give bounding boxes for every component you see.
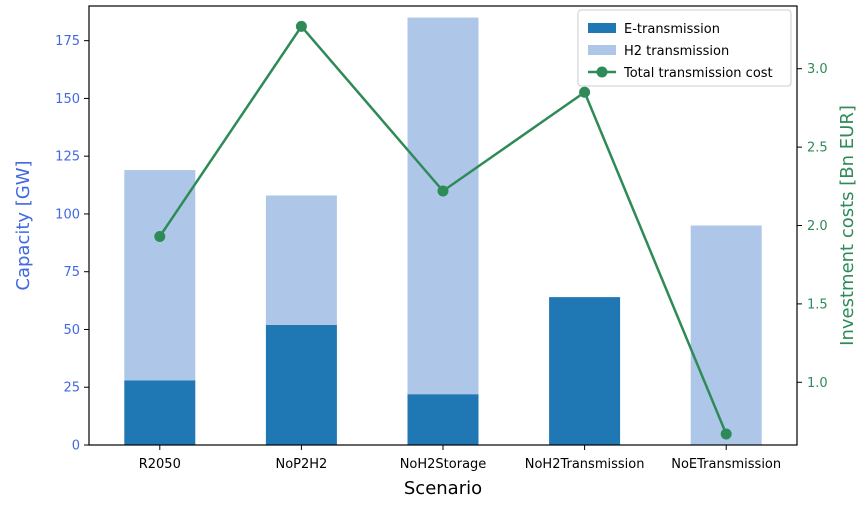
x-tick-label-noh2storage: NoH2Storage: [400, 457, 487, 472]
point-total-transmission-cost-noh2transmission: [579, 86, 591, 98]
legend-label-h2-transmission: H2 transmission: [624, 44, 729, 59]
bar-h2-transmission-r2050: [124, 170, 196, 381]
y-tick-label: 25: [63, 381, 80, 396]
bar-h2-transmission-nop2h2: [265, 195, 337, 325]
x-tick-label-noetransmission: NoETransmission: [671, 457, 781, 472]
legend-label-e-transmission: E-transmission: [624, 22, 720, 37]
x-tick-label-r2050: R2050: [139, 457, 181, 472]
x-axis-title: Scenario: [404, 478, 482, 499]
bar-e-transmission-noh2storage: [407, 394, 479, 445]
y2-tick-label: 3.0: [807, 62, 828, 77]
y-tick-label: 0: [72, 439, 80, 454]
y2-tick-label: 1.0: [807, 376, 828, 391]
y2-tick-label: 2.5: [807, 141, 828, 156]
y2-tick-label: 1.5: [807, 297, 828, 312]
bar-h2-transmission-noh2storage: [407, 17, 479, 395]
point-total-transmission-cost-noh2storage: [437, 185, 449, 197]
x-tick-label-nop2h2: NoP2H2: [275, 457, 327, 472]
point-total-transmission-cost-r2050: [154, 230, 166, 242]
y-tick-label: 150: [55, 92, 80, 107]
point-total-transmission-cost-nop2h2: [295, 20, 307, 32]
legend-box: [577, 9, 792, 87]
legend-swatch-e-transmission: [588, 23, 616, 33]
y2-axis-title: Investment costs [Bn EUR]: [837, 105, 858, 346]
y-tick-label: 175: [55, 34, 80, 49]
legend-marker-total-transmission-cost: [596, 66, 608, 78]
x-tick-label-noh2transmission: NoH2Transmission: [525, 457, 645, 472]
y-tick-label: 50: [63, 323, 80, 338]
bar-e-transmission-nop2h2: [265, 324, 337, 445]
y-tick-label: 125: [55, 150, 80, 165]
bar-e-transmission-r2050: [124, 380, 196, 445]
legend-label-total-transmission-cost: Total transmission cost: [623, 66, 773, 81]
bar-e-transmission-noh2transmission: [549, 297, 621, 445]
y-tick-label: 75: [63, 265, 80, 280]
y-tick-label: 100: [55, 207, 80, 222]
point-total-transmission-cost-noetransmission: [720, 428, 732, 440]
y2-tick-label: 2.0: [807, 219, 828, 234]
legend-swatch-h2-transmission: [588, 45, 616, 55]
bar-h2-transmission-noetransmission: [690, 225, 762, 445]
y-axis-title: Capacity [GW]: [13, 160, 34, 290]
